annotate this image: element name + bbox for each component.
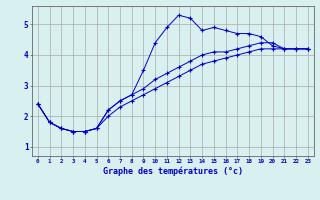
X-axis label: Graphe des températures (°c): Graphe des températures (°c) <box>103 167 243 176</box>
